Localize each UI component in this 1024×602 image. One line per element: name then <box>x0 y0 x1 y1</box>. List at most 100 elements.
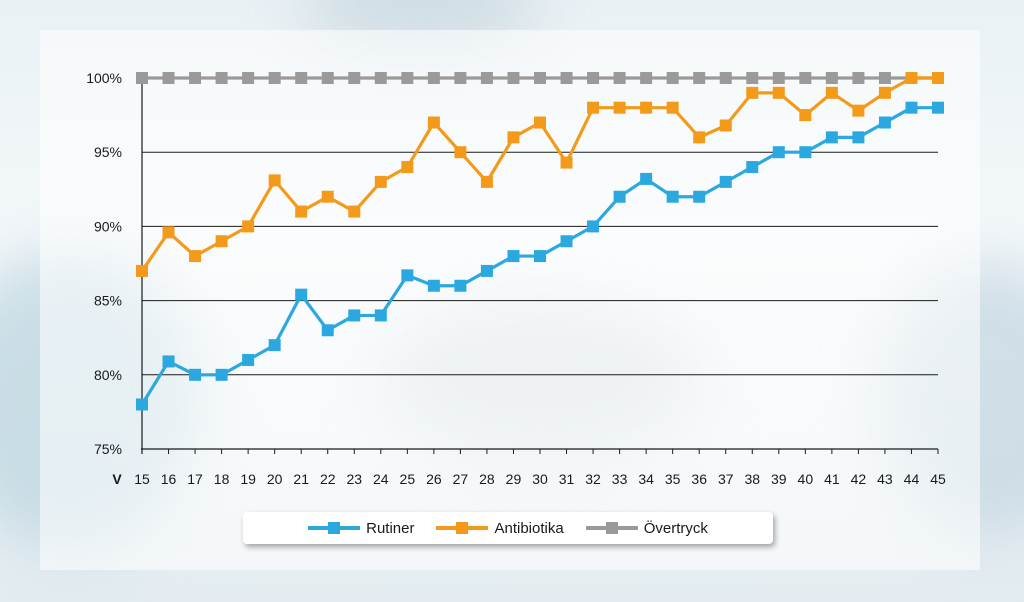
data-point-rutiner <box>534 250 546 263</box>
data-point-övertryck <box>348 72 361 84</box>
data-point-övertryck <box>162 72 175 84</box>
data-point-rutiner <box>746 161 759 174</box>
data-point-övertryck <box>374 72 387 84</box>
x-tick-label: 24 <box>373 471 389 487</box>
data-point-rutiner <box>215 368 228 381</box>
data-point-övertryck <box>534 72 546 84</box>
x-tick-label: 32 <box>585 471 601 487</box>
x-tick-label: 39 <box>771 471 787 487</box>
data-point-rutiner <box>799 146 812 159</box>
data-point-antibiotika <box>878 86 891 99</box>
x-tick-label: 30 <box>532 471 548 487</box>
data-point-övertryck <box>613 72 626 84</box>
data-point-övertryck <box>852 72 865 84</box>
data-point-antibiotika <box>587 101 600 114</box>
data-point-antibiotika <box>719 119 732 132</box>
data-point-övertryck <box>136 72 148 84</box>
data-point-antibiotika <box>136 264 148 277</box>
x-tick-label: 15 <box>134 471 150 487</box>
x-tick-label: 44 <box>904 471 920 487</box>
data-point-antibiotika <box>321 190 334 203</box>
x-tick-label: 25 <box>400 471 416 487</box>
data-point-övertryck <box>560 72 573 84</box>
data-point-antibiotika <box>427 116 440 129</box>
data-point-antibiotika <box>666 101 679 114</box>
legend-swatch-rutiner <box>308 522 361 534</box>
data-point-antibiotika <box>480 175 493 188</box>
data-point-rutiner <box>613 190 626 203</box>
data-point-rutiner <box>374 309 387 322</box>
data-point-rutiner <box>401 269 414 282</box>
data-point-rutiner <box>454 279 467 292</box>
data-point-antibiotika <box>852 104 865 117</box>
x-tick-label: 23 <box>346 471 362 487</box>
legend-label-rutiner: Rutiner <box>366 519 415 537</box>
x-tick-label: 20 <box>267 471 283 487</box>
data-point-rutiner <box>772 146 785 159</box>
y-tick-label: 90% <box>94 218 122 234</box>
data-point-övertryck <box>693 72 706 84</box>
data-point-rutiner <box>162 355 175 368</box>
y-tick-label: 80% <box>94 367 122 383</box>
data-point-rutiner <box>321 324 334 337</box>
x-tick-label: 42 <box>851 471 867 487</box>
x-tick-label: 22 <box>320 471 336 487</box>
data-point-antibiotika <box>560 156 573 169</box>
data-point-övertryck <box>507 72 520 84</box>
data-point-rutiner <box>693 190 706 203</box>
data-point-rutiner <box>242 353 255 366</box>
data-point-antibiotika <box>348 205 361 218</box>
data-point-antibiotika <box>799 109 812 122</box>
data-point-övertryck <box>719 72 732 84</box>
data-point-antibiotika <box>454 146 467 159</box>
x-tick-label: 17 <box>187 471 203 487</box>
data-point-övertryck <box>799 72 812 84</box>
data-point-övertryck <box>666 72 679 84</box>
legend-item-antibiotika: Antibiotika <box>436 519 564 537</box>
x-tick-label: 27 <box>453 471 469 487</box>
y-tick-label: 95% <box>94 144 122 160</box>
x-tick-label: 40 <box>798 471 814 487</box>
data-point-rutiner <box>480 264 493 277</box>
legend-item-rutiner: Rutiner <box>308 520 414 537</box>
data-point-övertryck <box>189 72 202 84</box>
x-tick-label: 45 <box>930 471 946 487</box>
data-point-övertryck <box>242 72 255 84</box>
data-point-antibiotika <box>401 161 414 174</box>
data-point-antibiotika <box>932 72 944 84</box>
data-point-övertryck <box>878 72 891 84</box>
data-point-antibiotika <box>825 86 838 99</box>
legend-label-antibiotika: Antibiotika <box>494 519 564 537</box>
data-point-antibiotika <box>640 101 653 114</box>
data-point-antibiotika <box>242 220 255 233</box>
data-point-antibiotika <box>613 101 626 114</box>
data-point-rutiner <box>719 175 732 188</box>
data-point-rutiner <box>640 172 653 185</box>
data-point-rutiner <box>905 101 918 114</box>
data-point-rutiner <box>852 131 865 144</box>
data-point-rutiner <box>666 190 679 203</box>
data-point-antibiotika <box>374 175 387 188</box>
legend-swatch-overtryck <box>585 522 638 534</box>
x-tick-label: 19 <box>240 471 256 487</box>
y-tick-label: 75% <box>94 441 122 457</box>
data-point-rutiner <box>427 279 440 292</box>
data-point-antibiotika <box>189 250 202 263</box>
data-point-rutiner <box>560 235 573 248</box>
data-point-rutiner <box>825 131 838 144</box>
x-tick-label: 36 <box>691 471 707 487</box>
data-point-övertryck <box>640 72 653 84</box>
data-point-rutiner <box>348 309 361 322</box>
data-point-antibiotika <box>295 205 308 218</box>
data-point-övertryck <box>454 72 467 84</box>
x-tick-label: 34 <box>638 471 654 487</box>
data-point-rutiner <box>878 116 891 129</box>
data-point-rutiner <box>136 398 148 411</box>
x-tick-label: 26 <box>426 471 442 487</box>
x-tick-label: 18 <box>214 471 230 487</box>
data-point-övertryck <box>587 72 600 84</box>
x-tick-label: 37 <box>718 471 734 487</box>
x-tick-label: 33 <box>612 471 628 487</box>
data-point-antibiotika <box>905 72 918 84</box>
